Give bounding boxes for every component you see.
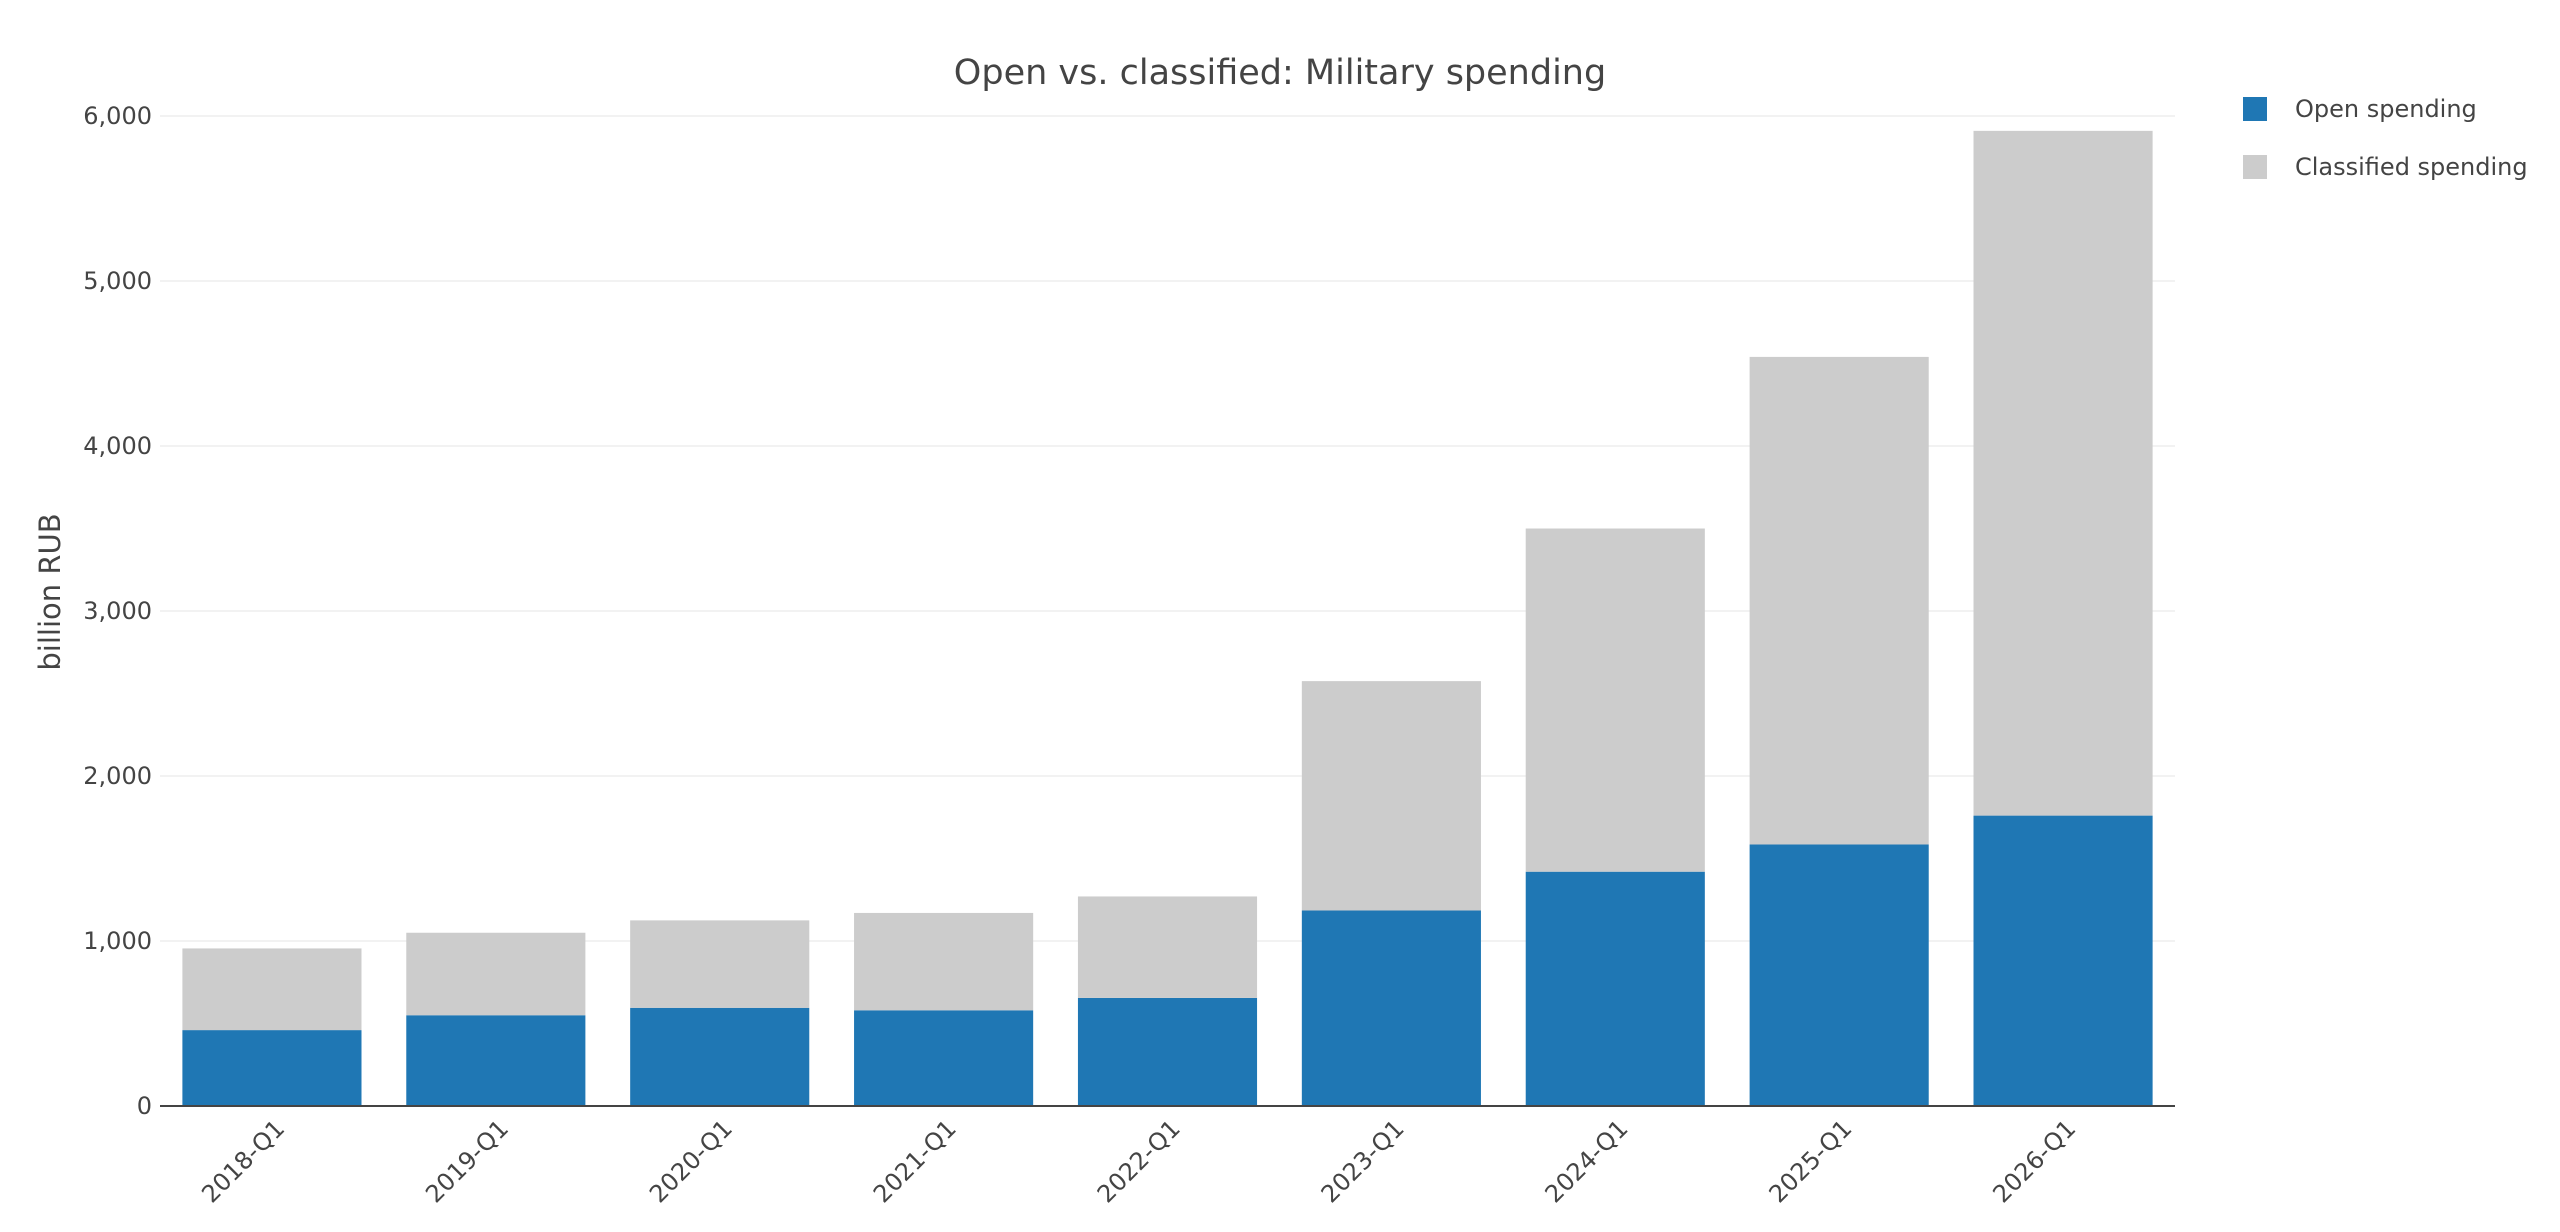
bar-classified-2020-Q1[interactable] bbox=[630, 920, 810, 1008]
legend-label-open[interactable]: Open spending bbox=[2295, 95, 2477, 123]
x-tick-label: 2026-Q1 bbox=[1987, 1114, 2081, 1208]
bar-classified-2025-Q1[interactable] bbox=[1749, 356, 1929, 845]
legend-label-classified[interactable]: Classified spending bbox=[2295, 153, 2528, 181]
y-axis-ticks: 0 1,000 2,000 3,000 4,000 5,000 6,000 bbox=[83, 102, 152, 1120]
bar-classified-2023-Q1[interactable] bbox=[1301, 681, 1481, 911]
bar-open-2026-Q1[interactable] bbox=[1973, 815, 2153, 1106]
bar-classified-2019-Q1[interactable] bbox=[406, 932, 586, 1016]
y-tick-label: 0 bbox=[137, 1092, 152, 1120]
x-tick-label: 2019-Q1 bbox=[420, 1114, 514, 1208]
legend-swatch-classified[interactable] bbox=[2243, 155, 2267, 179]
y-tick-label: 3,000 bbox=[83, 597, 152, 625]
x-tick-label: 2023-Q1 bbox=[1316, 1114, 1410, 1208]
bar-open-2019-Q1[interactable] bbox=[406, 1015, 586, 1106]
bar-open-2025-Q1[interactable] bbox=[1749, 844, 1929, 1106]
bar-classified-2022-Q1[interactable] bbox=[1077, 896, 1258, 998]
bar-open-2020-Q1[interactable] bbox=[630, 1007, 810, 1106]
legend-swatch-open[interactable] bbox=[2243, 97, 2267, 121]
x-tick-label: 2025-Q1 bbox=[1764, 1114, 1858, 1208]
y-tick-label: 2,000 bbox=[83, 762, 152, 790]
x-tick-label: 2018-Q1 bbox=[196, 1114, 290, 1208]
chart-title: Open vs. classified: Military spending bbox=[954, 53, 1606, 93]
bar-open-2018-Q1[interactable] bbox=[182, 1030, 362, 1106]
y-tick-label: 5,000 bbox=[83, 267, 152, 295]
bar-open-2021-Q1[interactable] bbox=[854, 1010, 1034, 1106]
bar-classified-2026-Q1[interactable] bbox=[1973, 130, 2153, 816]
x-tick-label: 2020-Q1 bbox=[644, 1114, 738, 1208]
bars bbox=[182, 130, 2153, 1106]
x-tick-label: 2024-Q1 bbox=[1540, 1114, 1634, 1208]
y-tick-label: 4,000 bbox=[83, 432, 152, 460]
y-tick-label: 1,000 bbox=[83, 927, 152, 955]
bar-classified-2021-Q1[interactable] bbox=[854, 912, 1034, 1011]
bar-open-2023-Q1[interactable] bbox=[1301, 910, 1481, 1106]
x-tick-label: 2022-Q1 bbox=[1092, 1114, 1186, 1208]
bar-classified-2018-Q1[interactable] bbox=[182, 948, 362, 1031]
bar-open-2024-Q1[interactable] bbox=[1525, 871, 1705, 1106]
legend: Open spending Classified spending bbox=[2243, 95, 2528, 181]
bar-open-2022-Q1[interactable] bbox=[1077, 997, 1258, 1106]
x-axis-ticks: 2018-Q1 2019-Q1 2020-Q1 2021-Q1 2022-Q1 2023-… bbox=[196, 1114, 2081, 1208]
y-tick-label: 6,000 bbox=[83, 102, 152, 130]
bar-classified-2024-Q1[interactable] bbox=[1525, 528, 1705, 872]
y-axis-title: billion RUB bbox=[33, 513, 67, 670]
x-tick-label: 2021-Q1 bbox=[868, 1114, 962, 1208]
